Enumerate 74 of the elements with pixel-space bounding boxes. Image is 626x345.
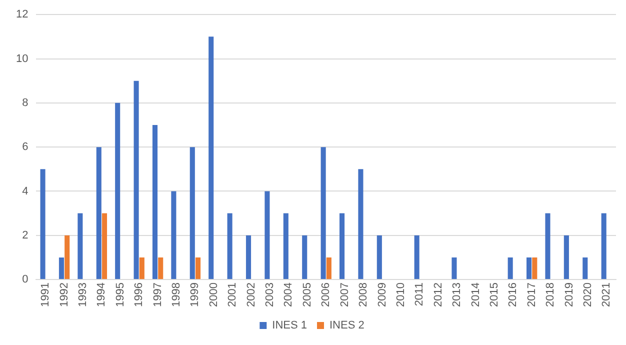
x-tick-label: 2011 [414,282,426,306]
y-tick-label: 2 [22,229,28,242]
x-tick-label: 1999 [189,282,202,308]
x-tick-label: 2014 [470,282,482,308]
legend-label: INES 1 [272,320,308,332]
bar [601,213,606,280]
bar [152,124,158,280]
y-tick-label: 4 [22,185,28,198]
x-tick-label: 2012 [432,282,444,308]
legend-label: INES 2 [330,320,364,332]
bar [414,235,420,280]
x-tick-label: 1993 [77,282,90,308]
bar [246,235,252,280]
x-tick-label: 1997 [152,282,164,308]
x-tick-label: 1995 [114,282,126,308]
bar [115,102,120,280]
x-tick-label: 1992 [58,282,70,308]
x-tick-label: 2007 [338,282,351,308]
y-tick-label: 6 [22,141,28,154]
x-tick-label: 1998 [170,282,183,308]
bar [171,191,176,280]
bar [227,213,232,280]
x-tick-label: 2005 [301,282,314,308]
x-tick-label: 2009 [376,282,388,308]
x-tick-label: 2006 [320,282,332,308]
x-tick-label: 1996 [133,282,146,308]
x-tick-label: 2015 [488,282,500,308]
x-tick-label: 2016 [507,282,520,308]
x-tick-label: 2010 [394,282,407,308]
bar [208,36,214,280]
x-tick-label: 2018 [544,282,557,308]
bar [102,213,108,280]
bar [326,257,332,280]
bar [582,257,588,280]
x-tick-label: 2017 [526,282,538,308]
bar [58,257,64,280]
bar [78,213,83,280]
bar [526,257,532,280]
x-tick-label: 1994 [96,282,108,308]
bar [508,257,513,280]
bar [376,235,382,280]
bar [139,257,144,280]
x-tick-label: 2000 [208,282,220,308]
bar [40,169,46,280]
x-tick-label: 2013 [451,282,464,308]
bar [195,257,201,280]
bar [339,213,345,280]
x-tick-label: 2004 [282,282,295,308]
y-tick-label: 8 [22,96,28,109]
bar [452,257,457,280]
bar [134,80,139,280]
bar [545,213,550,280]
x-tick-label: 2003 [264,282,276,308]
x-tick-label: 2019 [563,282,576,308]
x-tick-label: 2002 [245,282,258,308]
bar [158,257,164,280]
x-tick-label: 2001 [226,282,239,308]
bar [190,147,195,280]
bar [64,235,70,280]
x-tick-label: 2008 [358,282,370,308]
bar [283,213,288,280]
bar [320,147,326,280]
x-tick-label: 2020 [582,282,594,308]
y-tick-label: 10 [16,52,28,65]
x-tick-label: 2021 [600,282,613,308]
bar [564,235,569,280]
bar [264,191,270,280]
y-tick-label: 12 [16,8,28,21]
bar [96,147,102,280]
bar [532,257,538,280]
x-tick-label: 1991 [40,282,52,308]
y-tick-label: 0 [22,274,28,286]
bar [302,235,308,280]
bar [358,169,364,280]
